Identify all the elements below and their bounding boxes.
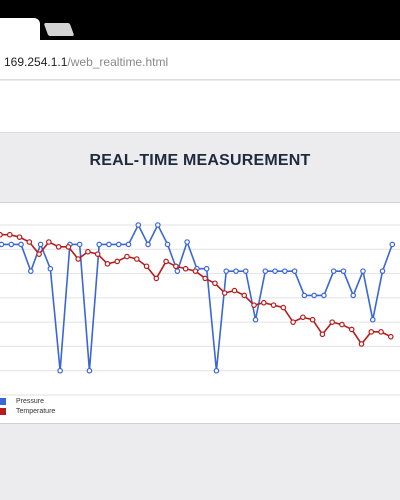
temperature-point — [114, 258, 121, 265]
pressure-point — [223, 268, 230, 274]
pressure-point — [330, 268, 337, 274]
temperature-point — [270, 302, 277, 308]
chart-panel — [0, 202, 400, 424]
pressure-point — [311, 292, 317, 299]
pressure-point — [96, 241, 103, 248]
url-field[interactable]: 169.254.1.1/web_realtime.html — [4, 55, 168, 69]
temperature-point — [348, 326, 355, 333]
pressure-point — [340, 268, 347, 274]
temperature-point — [55, 244, 62, 250]
pressure-point — [389, 241, 396, 248]
temperature-point — [241, 292, 248, 299]
temperature-point — [300, 314, 306, 321]
pressure-point — [184, 239, 190, 245]
pressure-point — [282, 268, 288, 274]
page-title: REAL-TIME MEASUREMENT — [89, 152, 311, 169]
temperature-point — [46, 239, 52, 245]
pressure-point — [115, 241, 122, 248]
temperature-point — [378, 329, 384, 335]
pressure-point — [321, 292, 327, 299]
temperature-series-line — [0, 233, 392, 346]
temperature-point — [173, 263, 179, 270]
pressure-point — [8, 241, 15, 248]
temperature-point — [182, 265, 189, 272]
pressure-point — [360, 268, 366, 274]
temperature-point — [26, 239, 33, 245]
pressure-point — [262, 268, 269, 274]
temperature-point — [65, 244, 72, 250]
legend-swatch-pressure — [0, 398, 6, 405]
temperature-point — [339, 321, 345, 328]
temperature-point — [260, 299, 267, 306]
temperature-point — [231, 287, 238, 294]
temperature-point — [94, 251, 101, 257]
pressure-point — [155, 222, 161, 228]
temperature-point — [319, 331, 326, 338]
url-host: 169.254.1.1 — [4, 55, 68, 69]
temperature-point — [192, 268, 199, 274]
pressure-point — [369, 316, 376, 323]
legend-label-pressure: Pressure — [16, 398, 45, 405]
temperature-point — [368, 329, 375, 335]
pressure-point — [233, 268, 239, 274]
pressure-point — [135, 222, 142, 228]
temperature-point — [75, 256, 81, 262]
legend-label-temperature: Temperature — [16, 408, 56, 415]
temperature-point — [221, 290, 228, 296]
pressure-point — [28, 268, 34, 274]
temperature-point — [85, 248, 91, 255]
temperature-point — [251, 302, 257, 308]
browser-tab-strip: × — [0, 0, 400, 55]
temperature-point — [16, 234, 23, 240]
pressure-point — [76, 241, 83, 248]
temperature-point — [280, 304, 287, 311]
pressure-point — [145, 241, 151, 248]
temperature-point — [0, 231, 3, 238]
pressure-point — [106, 241, 112, 248]
pressure-point — [18, 241, 24, 248]
temperature-point — [104, 261, 111, 267]
temperature-point — [387, 333, 394, 340]
temperature-point — [124, 253, 130, 260]
pressure-point — [213, 367, 220, 374]
url-path: /web_realtime.html — [67, 55, 169, 69]
new-tab-button[interactable] — [43, 23, 75, 36]
pressure-point — [301, 292, 308, 299]
temperature-point — [329, 319, 335, 325]
temperature-point — [133, 256, 140, 262]
pressure-point — [57, 367, 63, 374]
realtime-line-chart — [0, 222, 400, 396]
pressure-point — [86, 367, 93, 374]
pressure-point — [350, 292, 357, 299]
pressure-point — [291, 268, 298, 274]
pressure-point — [203, 265, 210, 272]
legend-swatch-temperature — [0, 408, 6, 415]
pressure-point — [174, 268, 181, 274]
browser-tab[interactable]: × — [0, 18, 40, 55]
temperature-point — [202, 275, 208, 282]
pressure-point — [272, 268, 278, 274]
temperature-point — [36, 251, 42, 257]
pressure-point — [252, 316, 259, 323]
pressure-point — [37, 241, 44, 248]
temperature-point — [358, 341, 365, 347]
address-bar[interactable]: 169.254.1.1/web_realtime.html — [0, 40, 400, 80]
header-panel — [0, 81, 400, 133]
temperature-point — [212, 280, 218, 287]
temperature-point — [153, 275, 160, 282]
pressure-point — [379, 268, 386, 274]
pressure-point — [164, 241, 171, 248]
temperature-point — [6, 231, 13, 238]
temperature-point — [143, 263, 150, 270]
pressure-point — [47, 265, 54, 272]
temperature-point — [290, 319, 296, 325]
pressure-point — [125, 241, 132, 248]
pressure-point — [242, 268, 249, 274]
pressure-point — [0, 241, 5, 248]
temperature-point — [309, 316, 316, 323]
temperature-point — [163, 258, 169, 265]
